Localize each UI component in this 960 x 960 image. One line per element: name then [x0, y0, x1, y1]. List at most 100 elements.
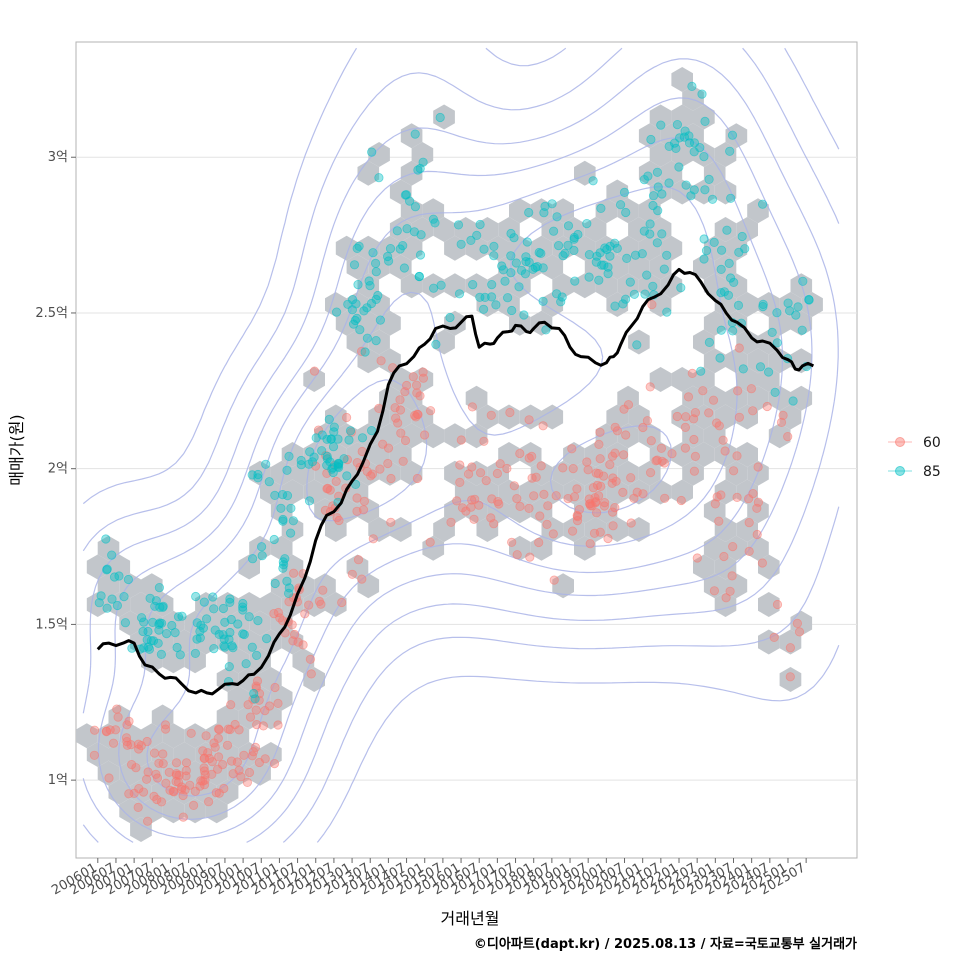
point-85	[582, 219, 592, 229]
point-60	[710, 499, 720, 509]
hexbin-cell	[638, 273, 661, 299]
point-60	[732, 451, 742, 461]
hexbin-cell	[238, 704, 260, 730]
point-85	[615, 200, 626, 210]
point-85	[798, 276, 808, 286]
hexbin-cell	[400, 273, 423, 299]
point-85	[767, 327, 777, 337]
point-60	[610, 448, 620, 458]
point-85	[210, 625, 220, 635]
point-85	[345, 426, 356, 436]
point-60	[201, 731, 211, 741]
point-60	[199, 763, 209, 773]
point-60	[667, 449, 677, 459]
y-tick-label: 1.5억	[35, 617, 68, 632]
point-85	[347, 305, 357, 315]
point-85	[560, 248, 570, 258]
point-85	[719, 287, 730, 297]
point-85	[157, 618, 167, 628]
hexbin-cell	[682, 423, 704, 449]
point-60	[748, 488, 758, 499]
density-contour	[82, 47, 840, 843]
hexbin-cell	[563, 442, 585, 467]
point-60	[214, 724, 224, 734]
point-60	[368, 534, 378, 544]
legend-item-85: 85	[888, 464, 941, 480]
hexbin-cell	[530, 235, 553, 261]
point-60	[189, 800, 199, 811]
point-60	[531, 472, 541, 482]
point-85	[697, 89, 707, 99]
point-60	[704, 408, 714, 418]
point-60	[273, 720, 283, 730]
point-60	[209, 738, 219, 748]
legend-key-point	[895, 466, 905, 476]
point-85	[148, 617, 158, 628]
point-60	[356, 346, 367, 356]
hexbin-cell	[638, 198, 661, 224]
point-85	[123, 574, 133, 585]
point-85	[621, 207, 631, 218]
point-85	[385, 244, 396, 254]
point-60	[243, 700, 253, 710]
point-85	[282, 576, 292, 586]
point-60	[543, 501, 553, 511]
point-85	[120, 618, 131, 628]
point-60	[512, 550, 522, 560]
point-85	[261, 459, 271, 469]
point-60	[753, 462, 763, 472]
point-60	[332, 513, 342, 523]
point-60	[486, 513, 496, 523]
point-60	[551, 491, 561, 501]
hexbin-cell	[216, 592, 239, 617]
point-85	[317, 430, 327, 440]
point-60	[590, 493, 600, 503]
hexbin-cell	[574, 235, 596, 261]
point-85	[672, 120, 683, 130]
hexbin-cell	[487, 273, 509, 299]
point-85	[322, 454, 332, 464]
point-85	[94, 598, 104, 608]
hexbin-cell	[476, 217, 499, 242]
density-contour	[306, 379, 672, 522]
point-60	[133, 802, 143, 813]
hexbin-cell	[725, 235, 748, 261]
legend-key-point	[895, 437, 905, 447]
hexbin-cell	[162, 648, 185, 674]
point-60	[90, 725, 100, 735]
hexbin-cell	[205, 723, 228, 749]
point-85	[500, 276, 510, 286]
point-85	[487, 279, 497, 290]
hexbin-cell	[400, 198, 423, 224]
point-85	[596, 203, 606, 213]
point-60	[587, 501, 597, 511]
point-85	[639, 175, 649, 185]
point-60	[390, 403, 400, 413]
point-60	[108, 738, 119, 748]
point-85	[475, 219, 485, 230]
point-60	[412, 473, 422, 484]
point-85	[584, 250, 595, 260]
hexbin-cell	[714, 479, 737, 505]
hexbin-cell	[422, 198, 445, 224]
hexbin-cell	[444, 235, 466, 261]
point-85	[253, 615, 263, 626]
point-60	[287, 620, 297, 630]
hexbin-cell	[552, 573, 574, 599]
point-85	[209, 643, 219, 654]
point-60	[776, 417, 787, 427]
hexbin-cell	[476, 479, 499, 505]
point-60	[143, 767, 153, 777]
hexbin-cell	[368, 517, 390, 542]
point-85	[652, 238, 662, 248]
point-85	[547, 199, 557, 209]
point-85	[648, 191, 659, 201]
point-60	[252, 676, 263, 686]
point-60	[105, 725, 115, 735]
point-85	[704, 337, 715, 347]
hexbin-cell	[400, 385, 423, 411]
hexbin-cell	[714, 217, 737, 242]
point-60	[258, 721, 268, 731]
point-60	[456, 435, 466, 445]
hexbin-cell	[660, 273, 683, 299]
